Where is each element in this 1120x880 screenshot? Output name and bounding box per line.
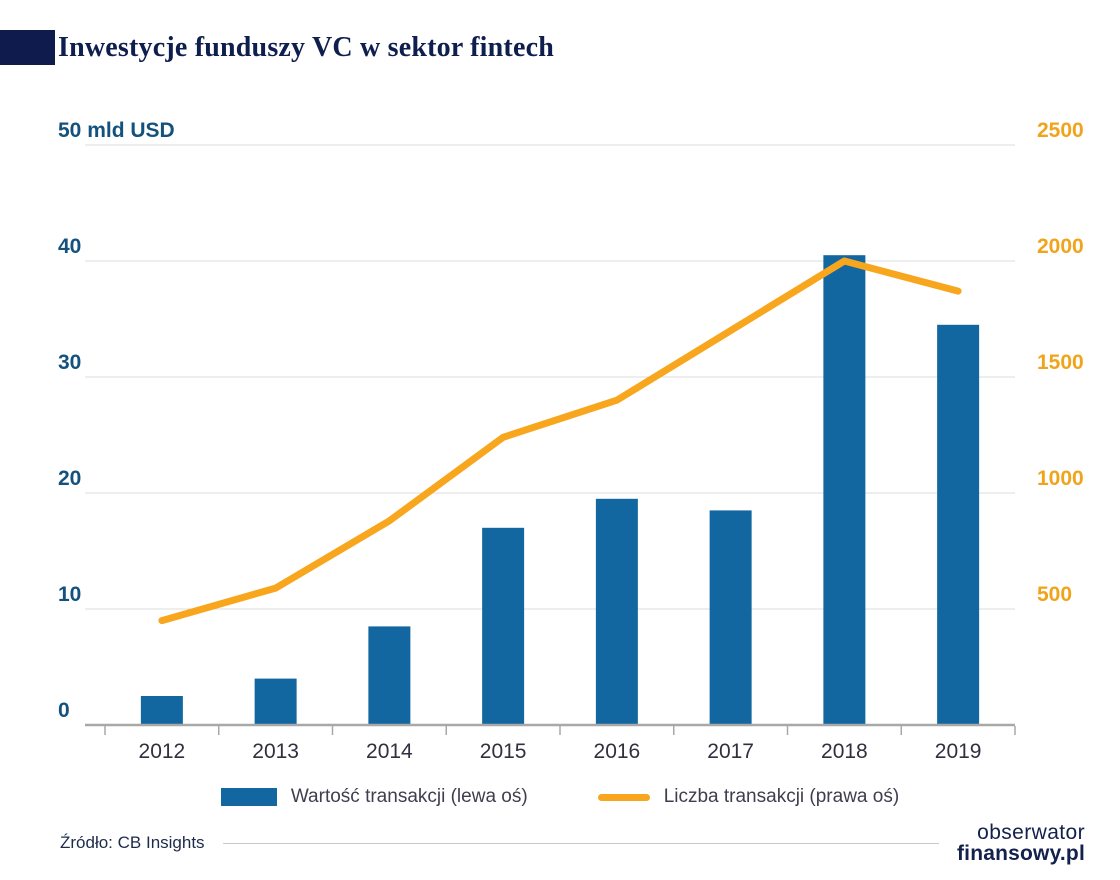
footer-divider bbox=[222, 842, 939, 844]
bar-2016 bbox=[595, 498, 638, 725]
gridlines bbox=[85, 144, 1015, 610]
svg-text:2012: 2012 bbox=[139, 740, 186, 763]
legend-item-line: Liczba transakcji (prawa oś) bbox=[597, 786, 900, 808]
obserwator-finansowy-logo: obserwator finansowy.pl bbox=[957, 822, 1085, 865]
page-title: Inwestycje funduszy VC w sektor fintech bbox=[58, 32, 554, 63]
bar-series-swatch-icon bbox=[220, 788, 277, 806]
svg-text:2018: 2018 bbox=[821, 740, 868, 763]
svg-text:10: 10 bbox=[58, 583, 81, 606]
svg-text:2017: 2017 bbox=[707, 740, 754, 763]
bar-series bbox=[140, 255, 980, 725]
svg-text:1000: 1000 bbox=[1037, 467, 1084, 490]
legend-item-bars: Wartość transakcji (lewa oś) bbox=[220, 786, 528, 808]
right-axis-labels: 500 1000 1500 2000 2500 bbox=[1037, 119, 1084, 606]
bar-2012 bbox=[140, 696, 183, 725]
bar-2018 bbox=[823, 255, 866, 725]
svg-text:2500: 2500 bbox=[1037, 119, 1084, 142]
legend: Wartość transakcji (lewa oś) Liczba tran… bbox=[0, 786, 1120, 808]
logo-line2: finansowy.pl bbox=[956, 842, 1085, 866]
title-accent-block bbox=[0, 30, 55, 65]
bar-2019 bbox=[937, 324, 980, 725]
bar-2014 bbox=[368, 626, 411, 725]
svg-text:2015: 2015 bbox=[480, 740, 527, 763]
left-axis-labels: 0 10 20 30 40 50 mld USD bbox=[58, 119, 175, 722]
svg-text:2014: 2014 bbox=[366, 740, 413, 763]
line-series bbox=[158, 257, 962, 625]
svg-text:2013: 2013 bbox=[252, 740, 299, 763]
bar-2017 bbox=[709, 510, 752, 725]
svg-text:500: 500 bbox=[1037, 583, 1072, 606]
svg-text:2000: 2000 bbox=[1037, 235, 1084, 258]
svg-text:1500: 1500 bbox=[1037, 351, 1084, 374]
svg-text:2019: 2019 bbox=[935, 740, 982, 763]
legend-label-line: Liczba transakcji (prawa oś) bbox=[663, 786, 900, 807]
source-label: Źródło: CB Insights bbox=[60, 833, 205, 853]
bar-2015 bbox=[482, 527, 525, 725]
footer: Źródło: CB Insights obserwator finansowy… bbox=[60, 822, 1085, 865]
legend-label-bars: Wartość transakcji (lewa oś) bbox=[290, 786, 528, 807]
x-axis-labels: 2012 2013 2014 2015 2016 2017 2018 2019 bbox=[139, 740, 982, 763]
bar-2013 bbox=[254, 678, 297, 725]
svg-text:30: 30 bbox=[58, 351, 81, 374]
svg-text:2016: 2016 bbox=[594, 740, 641, 763]
line-series-swatch-icon bbox=[597, 793, 650, 801]
svg-text:20: 20 bbox=[58, 467, 81, 490]
vc-fintech-chart: 0 10 20 30 40 50 mld USD 500 1000 1500 2000 2500 20… bbox=[58, 119, 1084, 763]
svg-text:0: 0 bbox=[58, 699, 70, 722]
logo-line1: obserwator bbox=[977, 821, 1085, 844]
x-axis-ticks bbox=[104, 726, 1016, 735]
svg-text:40: 40 bbox=[58, 235, 81, 258]
svg-text:50 mld USD: 50 mld USD bbox=[58, 119, 175, 142]
